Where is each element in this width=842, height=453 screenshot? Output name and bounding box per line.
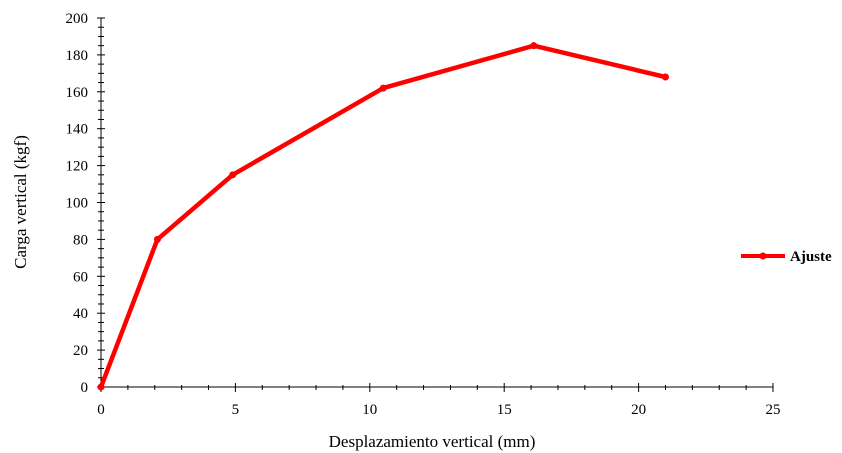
y-axis-title: Carga vertical (kgf): [11, 135, 30, 269]
y-tick-label: 80: [73, 232, 88, 248]
y-tick-label: 100: [66, 196, 89, 212]
x-axis-title: Desplazamiento vertical (mm): [329, 432, 536, 451]
legend-label-ajuste: Ajuste: [790, 249, 832, 265]
legend: Ajuste: [741, 249, 832, 265]
data-point: [379, 84, 387, 92]
x-tick-label: 25: [766, 402, 781, 418]
x-tick-label: 20: [631, 402, 646, 418]
y-tick-label: 160: [66, 85, 89, 101]
y-tick-label: 120: [66, 159, 89, 175]
series-line: [98, 43, 668, 390]
data-point: [229, 171, 237, 179]
data-point: [530, 42, 538, 50]
data-point: [97, 383, 105, 391]
y-tick-label: 140: [66, 122, 89, 138]
x-tick-label: 0: [97, 402, 105, 418]
y-tick-label: 180: [66, 48, 89, 64]
y-tick-label: 20: [73, 343, 88, 359]
series-layer: [97, 42, 669, 391]
data-point: [661, 73, 669, 81]
y-tick-label: 60: [73, 269, 88, 285]
legend-marker: [759, 252, 767, 260]
data-point: [153, 235, 161, 243]
y-tick-label: 0: [81, 380, 89, 396]
x-tick-label: 15: [497, 402, 512, 418]
y-tick-label: 40: [73, 306, 88, 322]
x-tick-label: 5: [232, 402, 240, 418]
y-tick-label: 200: [66, 11, 89, 27]
ticks: 0 20 40 60 80 100 120 140 160 180 200 0 5 10 15 20 25: [66, 11, 781, 418]
x-tick-label: 10: [362, 402, 377, 418]
